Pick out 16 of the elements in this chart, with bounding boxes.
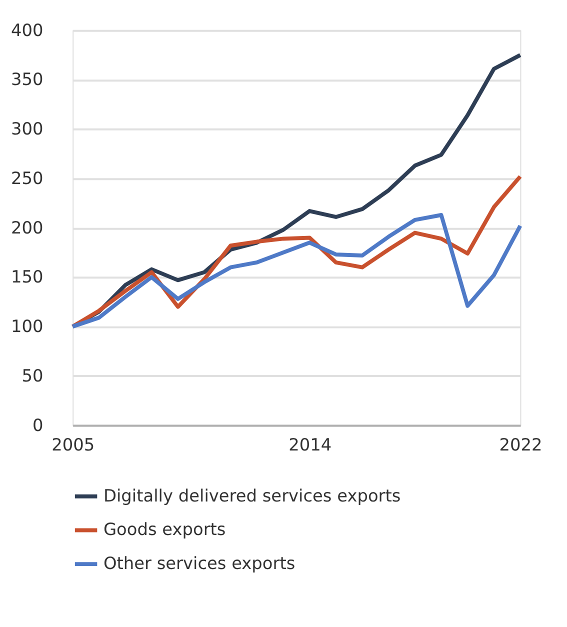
legend-label: Digitally delivered services exports	[103, 485, 401, 506]
x-tick-label: 2014	[288, 434, 332, 455]
y-tick-label: 150	[10, 266, 44, 287]
y-tick-label: 200	[10, 217, 44, 238]
y-tick-label: 100	[10, 316, 44, 336]
line-series	[70, 213, 522, 329]
legend-label: Goods exports	[103, 519, 226, 540]
y-tick-label: 250	[10, 168, 44, 188]
legend-label: Other services exports	[103, 553, 296, 574]
y-tick-label: 300	[10, 118, 44, 139]
y-tick-label: 0	[32, 414, 44, 435]
y-tick-label: 400	[10, 20, 44, 40]
x-tick-label: 2022	[499, 434, 542, 455]
y-tick-label: 50	[22, 365, 44, 386]
x-tick-label: 2005	[52, 434, 95, 455]
y-tick-label: 350	[10, 69, 44, 90]
